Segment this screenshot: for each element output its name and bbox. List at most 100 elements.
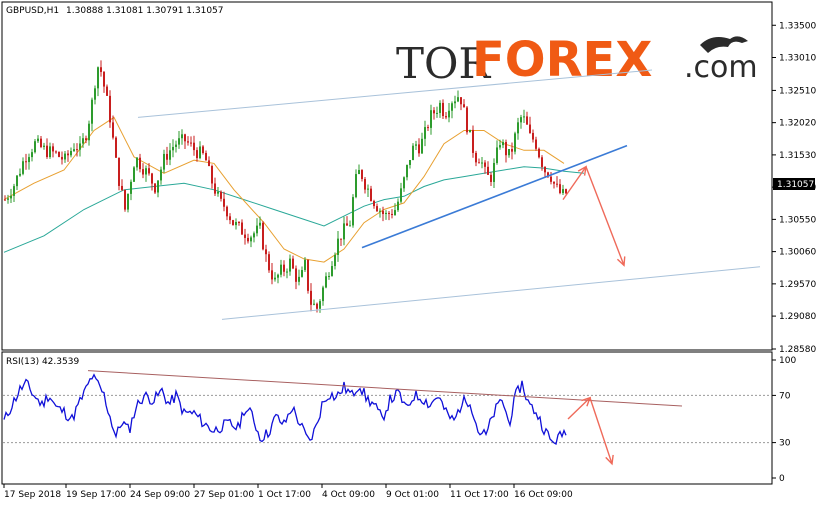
- candle-bull: [199, 146, 201, 159]
- candle-bull: [409, 159, 411, 165]
- candle-bear: [214, 183, 216, 194]
- candle-bear: [427, 127, 429, 129]
- rsi-line: [3, 373, 567, 445]
- candle-bull: [172, 146, 174, 151]
- time-tick-label: 17 Sep 2018: [4, 490, 61, 500]
- candle-bull: [181, 134, 183, 139]
- price-tick-label: 1.29080: [779, 312, 816, 322]
- torforex-logo: TOR FOREX .com: [396, 32, 758, 88]
- time-axis: 17 Sep 2018 19 Sep 17:00 24 Sep 09:00 27 Se…: [3, 484, 573, 500]
- candle-bear: [559, 184, 561, 194]
- candle-bear: [463, 104, 465, 108]
- candle-bull: [406, 164, 408, 178]
- candle-bull: [178, 138, 180, 145]
- candle-bull: [169, 150, 171, 160]
- candle-bear: [109, 95, 111, 123]
- candle-bull: [16, 175, 18, 187]
- candle-bear: [382, 210, 384, 215]
- candle-bull: [160, 169, 162, 181]
- price-tick-label: 1.33500: [779, 21, 816, 31]
- candle-bear: [76, 149, 78, 151]
- candle-bull: [94, 88, 96, 100]
- candle-bear: [268, 254, 270, 271]
- candle-bull: [280, 264, 282, 275]
- candle-bear: [148, 168, 150, 174]
- candle-bear: [193, 142, 195, 151]
- candle-bear: [85, 138, 87, 141]
- candle-bull: [82, 138, 84, 144]
- candle-bear: [247, 237, 249, 242]
- candle-bear: [460, 97, 462, 105]
- candle-bear: [364, 178, 366, 190]
- candle-bull: [73, 149, 75, 151]
- candle-bear: [55, 151, 57, 153]
- candle-bear: [391, 213, 393, 216]
- candle-bull: [34, 141, 36, 153]
- candle-bull: [43, 145, 45, 147]
- candle-bear: [475, 152, 477, 163]
- candle-bear: [106, 86, 108, 96]
- candle-bear: [202, 146, 204, 153]
- candle-bull: [133, 167, 135, 182]
- candle-bull: [64, 153, 66, 160]
- candle-bear: [283, 264, 285, 272]
- candle-bear: [40, 138, 42, 147]
- candle-bear: [265, 249, 267, 255]
- time-tick-label: 4 Oct 09:00: [322, 490, 375, 500]
- candle-bull: [235, 221, 237, 226]
- candle-bear: [373, 200, 375, 207]
- candle-bear: [166, 153, 168, 160]
- candle-bear: [229, 216, 231, 221]
- candles: [4, 60, 567, 313]
- candle-bull: [127, 193, 129, 210]
- candle-bear: [262, 222, 264, 250]
- bull-icon: [700, 36, 748, 53]
- candle-bull: [22, 161, 24, 174]
- ohlc-values: 1.30888 1.31081 1.30791 1.31057: [66, 6, 223, 16]
- candle-bear: [142, 169, 144, 175]
- candle-bear: [529, 124, 531, 133]
- rsi-panel-frame: [1, 351, 773, 485]
- candle-bear: [271, 270, 273, 280]
- candle-bear: [154, 183, 156, 193]
- candle-bear: [4, 199, 6, 201]
- rsi-forecast-arrow-shaft: [567, 397, 591, 420]
- candle-bear: [532, 132, 534, 140]
- candle-bear: [58, 152, 60, 157]
- candle-bull: [319, 301, 321, 309]
- rsi-tick-label: 70: [779, 391, 791, 401]
- candle-bull: [175, 144, 177, 147]
- candle-bull: [304, 259, 306, 271]
- candle-bull: [481, 162, 483, 164]
- candle-bear: [565, 189, 567, 194]
- candle-bear: [118, 157, 120, 186]
- candle-bear: [484, 162, 486, 167]
- candle-bull: [10, 195, 12, 199]
- candle-bull: [502, 142, 504, 146]
- candle-bull: [301, 270, 303, 277]
- rsi-levels: [3, 394, 771, 444]
- candle-bull: [439, 102, 441, 113]
- candle-bull: [499, 145, 501, 148]
- candle-bull: [136, 157, 138, 168]
- candle-bear: [361, 170, 363, 179]
- candle-bear: [232, 220, 234, 226]
- rsi-title: RSI(13) 42.3539: [6, 357, 79, 367]
- candle-bear: [208, 160, 210, 167]
- candle-bear: [505, 142, 507, 156]
- rsi-polyline: [3, 373, 567, 445]
- candle-bull: [13, 186, 15, 196]
- candle-bear: [190, 142, 192, 144]
- candle-bull: [331, 266, 333, 276]
- candle-bear: [538, 148, 540, 158]
- candle-bull: [286, 271, 288, 273]
- candle-bear: [550, 176, 552, 182]
- candle-bear: [442, 102, 444, 117]
- candle-bull: [403, 177, 405, 189]
- time-tick-label: 27 Sep 01:00: [194, 490, 254, 500]
- candle-bull: [253, 233, 255, 238]
- candle-bull: [448, 110, 450, 118]
- candle-bull: [28, 157, 30, 163]
- candle-bull: [385, 212, 387, 215]
